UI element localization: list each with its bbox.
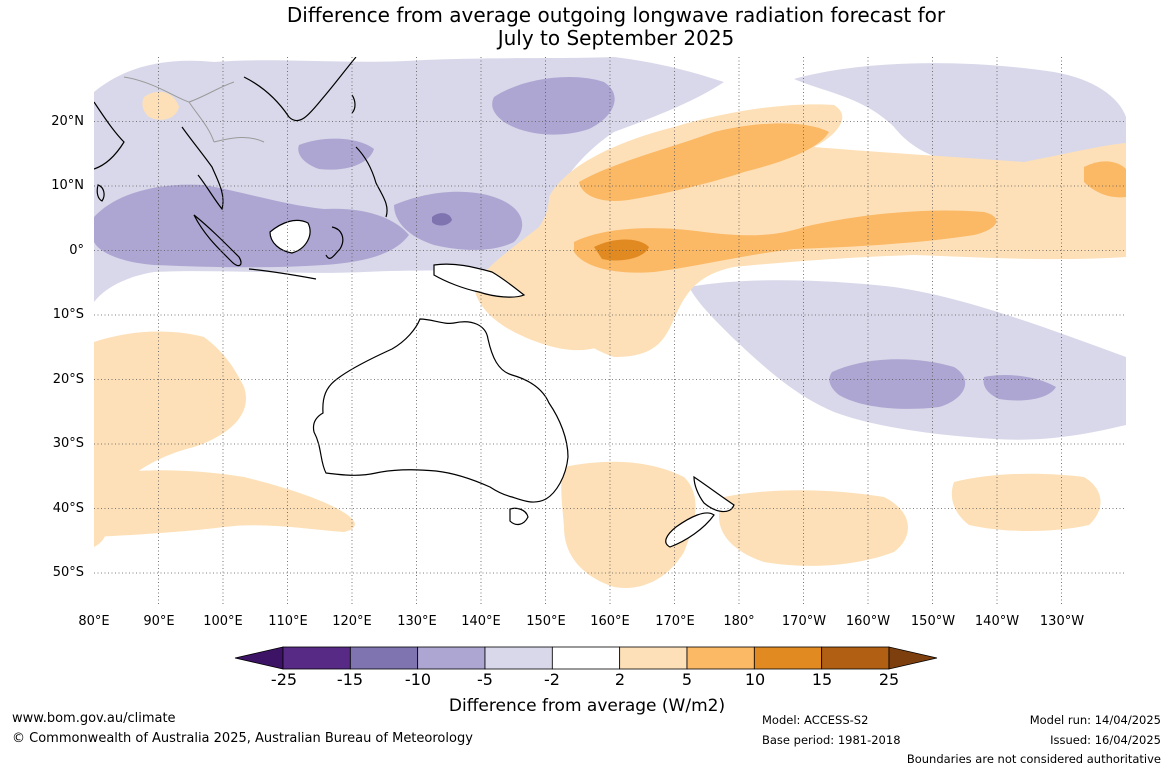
indochina-positive-region bbox=[142, 91, 179, 120]
philippines-coastline bbox=[355, 146, 388, 218]
lon-label: 150°W bbox=[910, 614, 956, 629]
china-coastline bbox=[243, 57, 357, 122]
west-australia-positive-region bbox=[94, 331, 246, 547]
colorbar-title: Difference from average (W/m2) bbox=[448, 696, 726, 716]
colorbar-segment bbox=[686, 646, 755, 670]
lon-label: 170°W bbox=[781, 614, 827, 629]
asia-borders bbox=[123, 76, 265, 143]
west-pacific-mid-negative-region bbox=[492, 77, 615, 135]
lat-label: 20°N bbox=[51, 114, 84, 129]
new-zealand-south-coastline bbox=[665, 512, 715, 548]
colorbar-segment bbox=[417, 646, 486, 670]
colorbar-tick-label: 25 bbox=[878, 670, 900, 689]
sulawesi-coastline bbox=[325, 226, 344, 259]
colorbar-tick-label: -15 bbox=[336, 670, 364, 689]
lon-label: 120°E bbox=[332, 614, 372, 629]
pacific-equatorial-orange-region bbox=[574, 210, 997, 273]
lon-label: 110°E bbox=[268, 614, 308, 629]
taiwan-coastline bbox=[351, 94, 356, 114]
sumatra-coastline bbox=[193, 214, 242, 267]
borneo-coastline bbox=[269, 219, 311, 254]
colorbar-segment bbox=[753, 646, 823, 670]
footer-issued: Issued: 16/04/2025 bbox=[1050, 733, 1161, 747]
new-zealand-north-coastline bbox=[693, 475, 735, 513]
coastlines bbox=[94, 57, 735, 548]
footer-model: Model: ACCESS-S2 bbox=[762, 713, 869, 727]
colorbar bbox=[234, 646, 938, 670]
indian-ocean-mid-negative-region bbox=[94, 184, 409, 268]
sri-lanka-coastline bbox=[96, 184, 105, 202]
south-china-sea-mid-negative-region bbox=[298, 138, 374, 170]
colorbar-tick-label: 10 bbox=[744, 670, 766, 689]
lat-label: 10°N bbox=[51, 178, 84, 193]
positive-anomaly-regions bbox=[94, 91, 1126, 588]
southeast-pacific-positive-region bbox=[951, 473, 1101, 531]
east-pacific-north-negative-region bbox=[794, 63, 1126, 182]
lon-label: 160°W bbox=[845, 614, 891, 629]
lon-label: 140°W bbox=[974, 614, 1020, 629]
footer-base-period: Base period: 1981-2018 bbox=[762, 733, 901, 747]
chart-title: Difference from average outgoing longwav… bbox=[0, 4, 1173, 50]
java-coastline bbox=[248, 268, 317, 280]
lat-label: 20°S bbox=[52, 372, 84, 387]
footer-model-run: Model run: 14/04/2025 bbox=[1029, 713, 1161, 727]
new-guinea-coastline bbox=[433, 263, 526, 298]
colorbar-segment bbox=[551, 646, 621, 670]
colorbar-tick-label: -2 bbox=[544, 670, 560, 689]
east-pacific-orange-region bbox=[1084, 161, 1126, 198]
footer-copyright: © Commonwealth of Australia 2025, Austra… bbox=[12, 731, 473, 746]
lat-label: 50°S bbox=[52, 565, 84, 580]
south-pacific-positive-region bbox=[719, 490, 908, 566]
lon-label: 150°E bbox=[526, 614, 566, 629]
australia-coastline bbox=[312, 318, 569, 503]
gridlines bbox=[94, 57, 1126, 605]
title-line-2: July to September 2025 bbox=[497, 26, 735, 50]
lat-label: 40°S bbox=[52, 501, 84, 516]
colorbar-segment bbox=[619, 646, 688, 670]
negative-anomaly-regions bbox=[94, 57, 1126, 440]
pacific-equatorial-dark-orange-spot bbox=[594, 239, 649, 261]
colorbar-tick-label: 15 bbox=[811, 670, 833, 689]
title-line-1: Difference from average outgoing longwav… bbox=[286, 3, 946, 27]
east-pacific-mid-negative-region bbox=[983, 375, 1056, 401]
footer-url: www.bom.gov.au/climate bbox=[12, 711, 176, 726]
maritime-strong-negative-spot bbox=[432, 213, 452, 226]
lon-label: 80°E bbox=[78, 614, 110, 629]
lon-label: 170°E bbox=[655, 614, 695, 629]
lon-label: 130°W bbox=[1039, 614, 1085, 629]
colorbar-tick-label: 2 bbox=[614, 670, 626, 689]
colorbar-tick-label: 5 bbox=[681, 670, 693, 689]
lon-label: 160°E bbox=[590, 614, 630, 629]
colorbar-segment bbox=[282, 646, 351, 670]
colorbar-segment bbox=[484, 646, 553, 670]
anomaly-map bbox=[94, 57, 1126, 605]
indochina-coastline bbox=[181, 126, 224, 211]
lon-label: 140°E bbox=[461, 614, 501, 629]
tasman-positive-region bbox=[561, 461, 696, 588]
maritime-mid-negative-region bbox=[394, 191, 523, 250]
colorbar-extend-low bbox=[234, 646, 284, 670]
colorbar-segment bbox=[821, 646, 890, 670]
footer-disclaimer: Boundaries are not considered authoritat… bbox=[906, 752, 1161, 766]
central-pacific-mid-negative-region bbox=[829, 359, 966, 409]
colorbar-tick-label: -5 bbox=[477, 670, 493, 689]
lon-label: 90°E bbox=[143, 614, 175, 629]
lon-label: 180° bbox=[723, 614, 755, 629]
colorbar-segment bbox=[349, 646, 419, 670]
south-indian-positive-region bbox=[94, 470, 355, 537]
tasmania-coastline bbox=[509, 507, 529, 526]
lon-label: 130°E bbox=[397, 614, 437, 629]
lon-label: 100°E bbox=[203, 614, 243, 629]
country-borders bbox=[123, 76, 265, 143]
lat-label: 30°S bbox=[52, 436, 84, 451]
colorbar-tick-label: -25 bbox=[270, 670, 298, 689]
lat-label: 0° bbox=[69, 243, 84, 258]
india-coastline bbox=[94, 101, 125, 170]
colorbar-extend-high bbox=[888, 646, 938, 670]
colorbar-segments bbox=[234, 646, 938, 670]
colorbar-tick-label: -10 bbox=[404, 670, 432, 689]
pacific-north-orange-region bbox=[579, 123, 829, 202]
lat-label: 10°S bbox=[52, 307, 84, 322]
